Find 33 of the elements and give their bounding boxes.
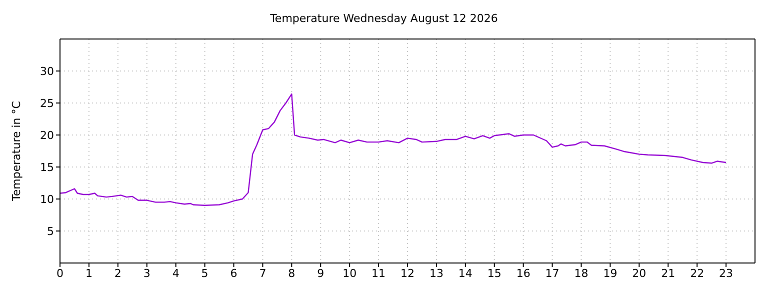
y-tick-label: 10 xyxy=(40,192,54,206)
x-tick-label: 18 xyxy=(574,266,588,280)
x-tick-label: 7 xyxy=(259,266,266,280)
x-tick-label: 12 xyxy=(400,266,414,280)
x-tick-label: 22 xyxy=(690,266,704,280)
x-tick-label: 20 xyxy=(632,266,646,280)
x-tick-label: 8 xyxy=(288,266,296,280)
chart-title: Temperature Wednesday August 12 2026 xyxy=(269,11,499,27)
line-series xyxy=(60,93,727,206)
x-tick-label: 11 xyxy=(372,266,386,280)
x-tick-label: 5 xyxy=(201,266,208,280)
x-tick-label: 15 xyxy=(487,266,502,280)
y-tick-label: 20 xyxy=(40,128,54,142)
x-tick-label: 17 xyxy=(545,266,560,280)
x-tick-label: 13 xyxy=(429,266,444,280)
x-tick-label: 10 xyxy=(342,266,357,280)
y-tick-label: 30 xyxy=(40,64,54,78)
x-tick-label: 19 xyxy=(603,266,618,280)
x-tick-label: 21 xyxy=(661,266,676,280)
x-tick-label: 3 xyxy=(143,266,150,280)
x-tick-label: 23 xyxy=(719,266,734,280)
x-tick-label: 4 xyxy=(172,266,180,280)
y-tick-label: 15 xyxy=(40,160,54,174)
x-tick-label: 14 xyxy=(458,266,472,280)
x-tick-label: 9 xyxy=(317,266,324,280)
y-tick-label: 25 xyxy=(40,96,54,110)
y-tick-label: 5 xyxy=(47,224,54,238)
x-tick-label: 6 xyxy=(230,266,238,280)
x-tick-label: 1 xyxy=(85,266,92,280)
y-axis-title: Temperature in °C xyxy=(10,100,23,202)
x-tick-label: 16 xyxy=(516,266,530,280)
x-tick-label: 2 xyxy=(114,266,122,280)
x-tick-label: 0 xyxy=(56,266,64,280)
